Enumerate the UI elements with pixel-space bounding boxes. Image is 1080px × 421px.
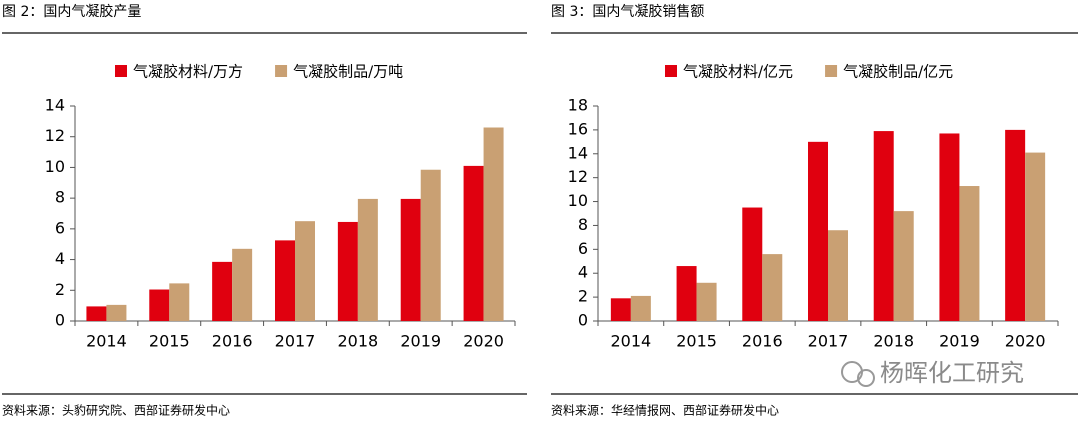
bar (400, 198, 421, 321)
bar (149, 289, 170, 321)
bar (828, 230, 848, 321)
y-tick-label: 14 (45, 96, 65, 115)
y-tick-label: 12 (568, 167, 588, 186)
legend-swatch (115, 65, 127, 77)
y-tick-label: 10 (45, 157, 65, 176)
legend-label: 气凝胶制品/亿元 (843, 63, 953, 81)
bar (1005, 129, 1026, 321)
y-tick-label: 0 (578, 311, 588, 330)
x-tick-label: 2018 (337, 332, 378, 351)
x-tick-label: 2016 (742, 332, 783, 351)
bar (762, 254, 783, 321)
watermark: 杨晖化工研究 (880, 359, 1024, 387)
bar (893, 211, 914, 321)
y-tick-label: 6 (578, 239, 588, 258)
bar (86, 306, 107, 321)
y-tick-label: 2 (578, 287, 588, 306)
legend-swatch (665, 65, 677, 77)
bar (939, 133, 960, 321)
x-tick-label: 2017 (808, 332, 849, 351)
legend-swatch (825, 65, 838, 77)
source-note: 资料来源：华经情报网、西部证券研发中心 (551, 403, 779, 418)
bar (463, 165, 484, 321)
x-tick-label: 2014 (86, 332, 127, 351)
bar (1025, 152, 1046, 321)
bar (337, 221, 358, 321)
bar (696, 282, 717, 321)
y-tick-label: 4 (55, 249, 65, 268)
source-note: 资料来源：头豹研究院、西部证券研发中心 (2, 403, 230, 418)
y-tick-label: 0 (55, 311, 65, 330)
bar (169, 283, 190, 321)
x-tick-label: 2016 (212, 332, 253, 351)
bar (106, 304, 127, 321)
y-tick-label: 16 (568, 119, 588, 138)
bar (959, 186, 980, 321)
y-tick-label: 4 (578, 263, 588, 282)
bar (873, 131, 894, 321)
bar (295, 221, 315, 321)
bar (630, 295, 651, 321)
legend-label: 气凝胶材料/亿元 (683, 63, 793, 81)
bar (742, 207, 763, 321)
x-tick-label: 2019 (400, 332, 441, 351)
bar (420, 169, 441, 321)
y-tick-label: 6 (55, 218, 65, 237)
x-tick-label: 2020 (1005, 332, 1046, 351)
bar (357, 198, 378, 321)
legend-label: 气凝胶制品/万吨 (293, 63, 403, 81)
legend-swatch (275, 65, 288, 77)
y-tick-label: 2 (55, 280, 65, 299)
bar (212, 261, 233, 321)
chart-title: 图 3：国内气凝胶销售额 (551, 3, 704, 20)
chart-title: 图 2：国内气凝胶产量 (2, 3, 141, 20)
x-tick-label: 2018 (873, 332, 914, 351)
x-tick-label: 2020 (463, 332, 504, 351)
bar (610, 298, 631, 321)
bar (808, 141, 828, 321)
bar (275, 240, 295, 321)
x-tick-label: 2017 (275, 332, 316, 351)
legend-label: 气凝胶材料/万方 (133, 63, 243, 81)
x-tick-label: 2015 (149, 332, 190, 351)
x-tick-label: 2014 (610, 332, 651, 351)
x-tick-label: 2015 (676, 332, 717, 351)
x-tick-label: 2019 (939, 332, 980, 351)
y-tick-label: 18 (568, 96, 588, 115)
y-tick-label: 8 (55, 188, 65, 207)
watermark-icon (841, 361, 875, 387)
y-tick-label: 10 (568, 191, 588, 210)
y-tick-label: 14 (568, 143, 588, 162)
bar (676, 266, 697, 321)
bar (232, 248, 253, 321)
y-tick-label: 8 (578, 215, 588, 234)
y-tick-label: 12 (45, 126, 65, 145)
bar (483, 127, 504, 321)
